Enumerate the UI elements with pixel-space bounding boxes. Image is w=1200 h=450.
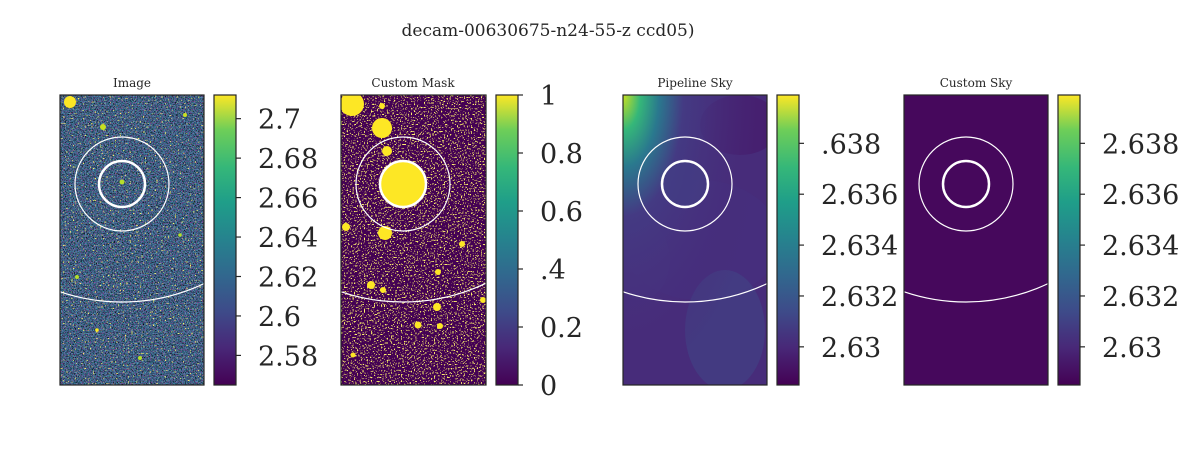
colorbar-tick-label: 0.2 — [540, 313, 583, 344]
custom-sky-heatmap — [904, 95, 1048, 385]
colorbar-tick-label: 0 — [540, 371, 557, 402]
figure-title: decam-00630675-n24-55-z ccd05) — [402, 21, 695, 41]
colorbar-tick-label: 2.68 — [258, 144, 318, 175]
colorbar-tick-label: 2.64 — [258, 223, 318, 254]
colorbar-tick-label: .638 — [821, 129, 881, 160]
aperture-overlay — [60, 136, 204, 303]
colorbar-tick-label: 2.58 — [258, 341, 318, 372]
image-heatmap — [60, 95, 204, 385]
panel-title-pipeline-sky: Pipeline Sky — [657, 76, 733, 90]
colorbar-tick-label: 2.632 — [1102, 282, 1179, 313]
colorbar-pipeline-sky: 2.63 2.632 2.634 2.636 .638 — [776, 94, 898, 386]
panel-custom-sky: Custom Sky 2.63 2.632 2.634 2.636 2.638 — [903, 76, 1179, 386]
colorbar-tick-label: 2.638 — [1102, 129, 1179, 160]
panel-title-custom-sky: Custom Sky — [940, 76, 1013, 90]
panel-title-custom-mask: Custom Mask — [371, 76, 455, 90]
colorbar-tick-label: 2.634 — [1102, 231, 1179, 262]
aperture-overlay — [341, 136, 486, 303]
panel-pipeline-sky: Pipeline Sky 2.63 2.632 2.634 2.636 .638 — [622, 76, 898, 386]
colorbar-tick-label: 2.632 — [821, 282, 898, 313]
pipeline-sky-heatmap — [623, 95, 767, 385]
colorbar-tick-label: 0.8 — [540, 139, 583, 170]
colorbar-tick-label: 1 — [540, 81, 557, 112]
colorbar-tick-label: 2.636 — [821, 180, 898, 211]
colorbar-tick-label: 0.6 — [540, 197, 583, 228]
aperture-overlay — [904, 136, 1048, 303]
colorbar-tick-label: 2.636 — [1102, 180, 1179, 211]
colorbar-tick-label: 2.6 — [258, 302, 301, 333]
colorbar-tick-label: 2.62 — [258, 262, 318, 293]
panel-custom-mask: Custom Mask — [340, 76, 583, 402]
colorbar-tick-label: 2.634 — [821, 231, 898, 262]
aperture-overlay — [623, 136, 767, 303]
custom-mask-heatmap — [341, 95, 486, 385]
colorbar-image: 2.58 2.6 2.62 2.64 2.66 2.68 2.7 — [213, 94, 318, 386]
colorbar-tick-label: 2.63 — [821, 333, 881, 364]
colorbar-tick-label: .4 — [540, 255, 566, 286]
colorbar-tick-label: 2.66 — [258, 184, 318, 215]
panel-image: Image 2.58 2.6 2.62 2.64 2.66 2.68 2.7 — [59, 76, 318, 386]
colorbar-custom-sky: 2.63 2.632 2.634 2.636 2.638 — [1057, 94, 1179, 386]
colorbar-custom-mask: 0 0.2 .4 0.6 0.8 1 — [495, 81, 583, 402]
colorbar-tick-label: 2.7 — [258, 105, 301, 136]
colorbar-tick-label: 2.63 — [1102, 333, 1162, 364]
panel-title-image: Image — [113, 76, 151, 90]
